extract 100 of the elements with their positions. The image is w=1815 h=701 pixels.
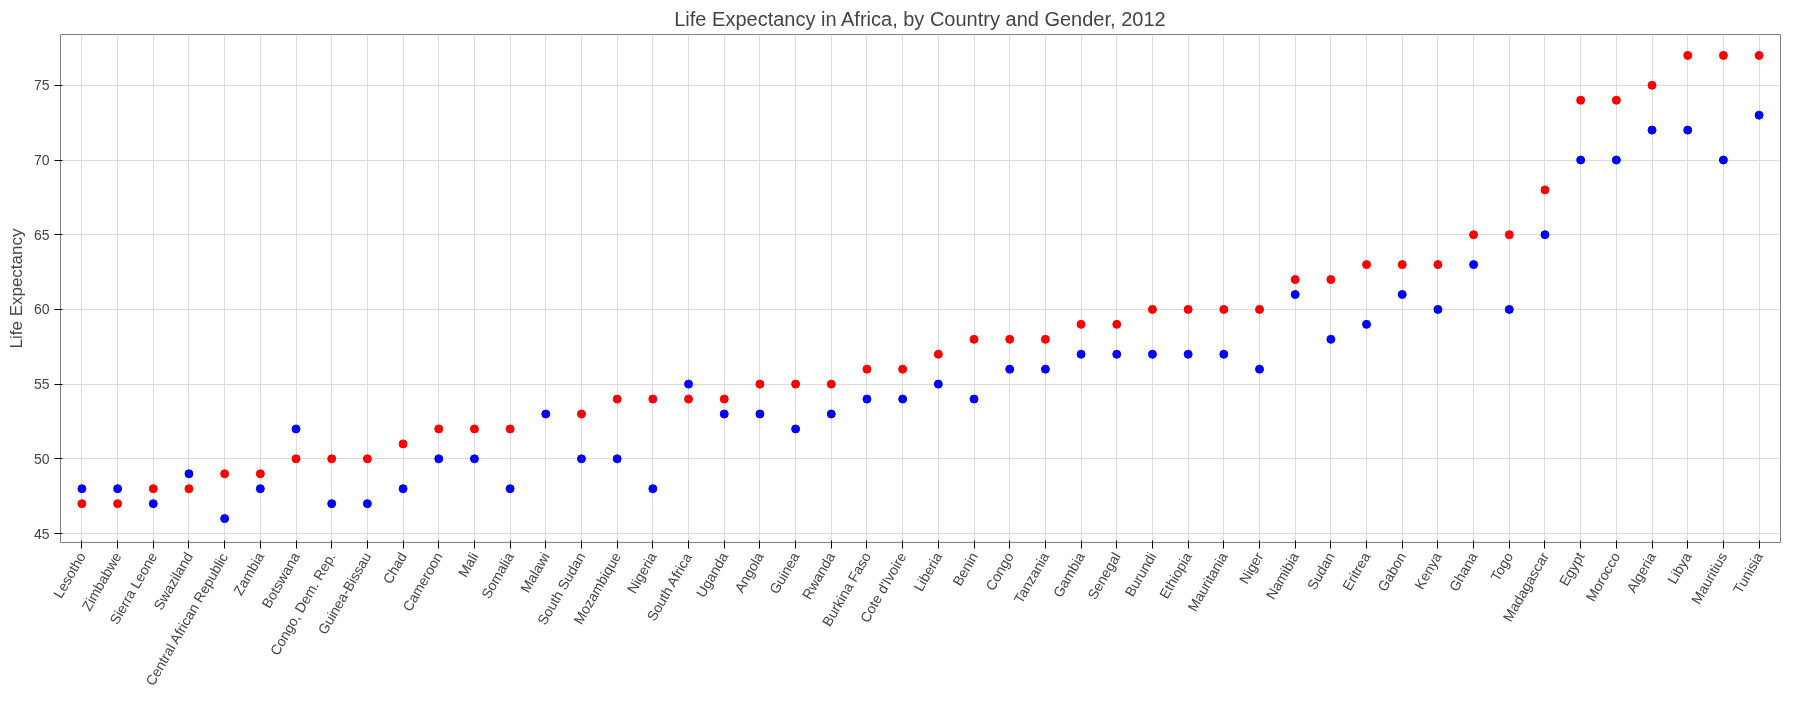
- point: [291, 454, 301, 464]
- point: [1540, 230, 1550, 240]
- point: [862, 394, 872, 404]
- point: [1076, 319, 1086, 329]
- point: [362, 499, 372, 509]
- point: [1183, 349, 1193, 359]
- point: [255, 469, 265, 479]
- y-tick-label: 65: [33, 226, 50, 243]
- point: [1112, 349, 1122, 359]
- point: [469, 454, 479, 464]
- point: [220, 469, 230, 479]
- point: [1005, 364, 1015, 374]
- point: [1469, 230, 1479, 240]
- point: [398, 484, 408, 494]
- point: [577, 409, 586, 419]
- point: [184, 484, 194, 494]
- point: [1005, 334, 1015, 344]
- point: [362, 454, 372, 464]
- y-tick-label: 55: [33, 376, 50, 393]
- point: [755, 409, 765, 419]
- point: [1076, 349, 1086, 359]
- point: [1219, 349, 1229, 359]
- point: [1576, 95, 1586, 105]
- point: [969, 334, 979, 344]
- point: [1504, 304, 1514, 314]
- point: [862, 364, 872, 374]
- point: [434, 454, 444, 464]
- point: [1504, 230, 1514, 240]
- point: [1397, 260, 1407, 270]
- point: [898, 394, 908, 404]
- point: [1397, 289, 1407, 299]
- point: [220, 514, 230, 524]
- point: [898, 364, 908, 374]
- point: [577, 454, 586, 464]
- point: [933, 349, 943, 359]
- point: [1255, 304, 1264, 314]
- y-tick-label: 50: [33, 450, 50, 467]
- point: [1290, 289, 1300, 299]
- point: [1433, 304, 1443, 314]
- point: [148, 499, 158, 509]
- point: [291, 424, 301, 434]
- point: [969, 394, 979, 404]
- point: [933, 379, 943, 389]
- point: [113, 499, 123, 509]
- point: [184, 469, 194, 479]
- point: [791, 424, 801, 434]
- point: [77, 499, 87, 509]
- point: [77, 484, 87, 494]
- point: [1183, 304, 1193, 314]
- point: [1576, 155, 1586, 165]
- point: [255, 484, 265, 494]
- point: [505, 484, 515, 494]
- point: [684, 379, 694, 389]
- point: [1219, 304, 1229, 314]
- chart-title: Life Expectancy in Africa, by Country and Gender, 2012: [674, 7, 1166, 30]
- point: [1718, 50, 1728, 60]
- point: [791, 379, 801, 389]
- point: [1683, 125, 1693, 135]
- point: [1326, 334, 1336, 344]
- point: [113, 484, 123, 494]
- point: [434, 424, 444, 434]
- point: [505, 424, 515, 434]
- point: [719, 409, 729, 419]
- point: [826, 409, 836, 419]
- point: [1647, 80, 1657, 90]
- point: [719, 394, 729, 404]
- point: [1540, 185, 1550, 195]
- point: [1147, 349, 1157, 359]
- point: [648, 394, 658, 404]
- y-tick-label: 60: [33, 301, 50, 318]
- point: [1754, 50, 1764, 60]
- point: [612, 454, 622, 464]
- point: [398, 439, 408, 449]
- y-tick-label: 75: [33, 77, 50, 94]
- point: [327, 454, 337, 464]
- y-tick-label: 70: [33, 152, 50, 169]
- point: [1255, 364, 1264, 374]
- point: [1362, 319, 1372, 329]
- point: [1326, 275, 1336, 285]
- point: [648, 484, 658, 494]
- point: [1040, 364, 1050, 374]
- y-axis-title: Life Expectancy: [6, 227, 26, 349]
- point: [1112, 319, 1122, 329]
- point: [1718, 155, 1728, 165]
- point: [541, 409, 551, 419]
- point: [1754, 110, 1764, 120]
- point: [1290, 275, 1300, 285]
- point: [684, 394, 694, 404]
- y-tick-label: 45: [33, 525, 50, 542]
- point: [1683, 50, 1693, 60]
- point: [327, 499, 337, 509]
- point: [1362, 260, 1372, 270]
- point: [1147, 304, 1157, 314]
- point: [612, 394, 622, 404]
- point: [1611, 95, 1621, 105]
- point: [148, 484, 158, 494]
- point: [1469, 260, 1479, 270]
- point: [826, 379, 836, 389]
- point: [1433, 260, 1443, 270]
- point: [1040, 334, 1050, 344]
